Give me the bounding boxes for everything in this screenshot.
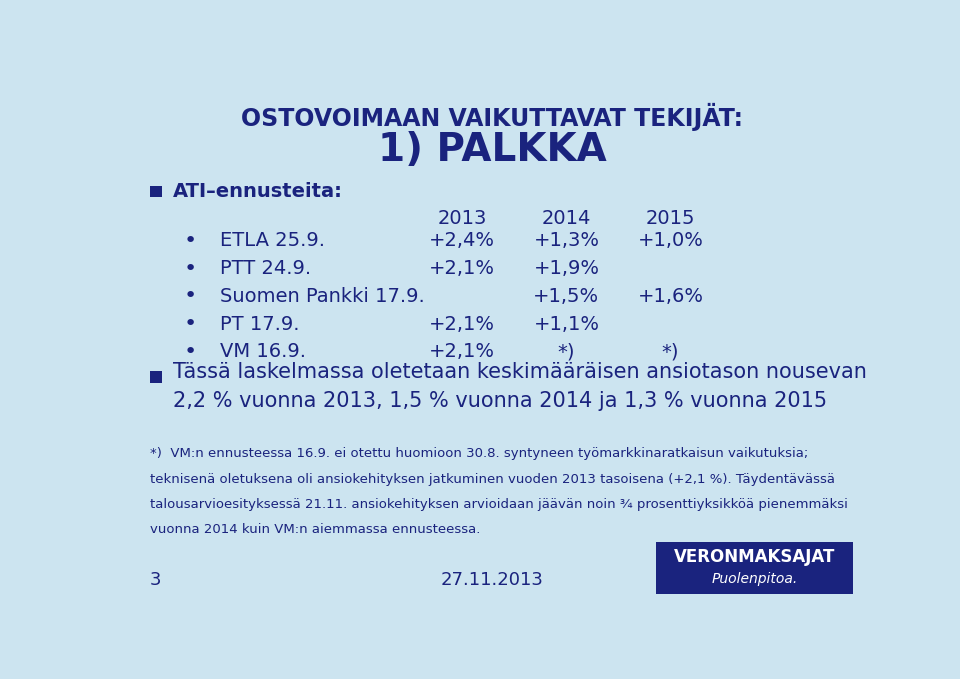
Text: •: •	[184, 259, 198, 278]
Text: •: •	[184, 287, 198, 306]
Text: *): *)	[558, 342, 575, 361]
FancyBboxPatch shape	[656, 542, 852, 594]
Text: PT 17.9.: PT 17.9.	[221, 314, 300, 333]
Text: •: •	[184, 314, 198, 334]
Text: 1) PALKKA: 1) PALKKA	[377, 131, 607, 169]
Text: OSTOVOIMAAN VAIKUTTAVAT TEKIJÄT:: OSTOVOIMAAN VAIKUTTAVAT TEKIJÄT:	[241, 103, 743, 130]
Text: •: •	[184, 231, 198, 251]
Text: +2,1%: +2,1%	[429, 342, 495, 361]
Text: +2,4%: +2,4%	[429, 232, 495, 251]
Text: +1,1%: +1,1%	[534, 314, 599, 333]
Text: 3: 3	[150, 570, 161, 589]
Text: +1,6%: +1,6%	[637, 287, 704, 306]
Text: 2014: 2014	[541, 210, 591, 229]
Text: PTT 24.9.: PTT 24.9.	[221, 259, 312, 278]
Text: teknisenä oletuksena oli ansiokehityksen jatkuminen vuoden 2013 tasoisena (+2,1 : teknisenä oletuksena oli ansiokehityksen…	[150, 473, 835, 485]
Text: *): *)	[661, 342, 680, 361]
Text: +2,1%: +2,1%	[429, 314, 495, 333]
Text: VM 16.9.: VM 16.9.	[221, 342, 306, 361]
Text: *)  VM:n ennusteessa 16.9. ei otettu huomioon 30.8. syntyneen työmarkkinaratkais: *) VM:n ennusteessa 16.9. ei otettu huom…	[150, 447, 808, 460]
Text: 2015: 2015	[646, 210, 695, 229]
Text: vuonna 2014 kuin VM:n aiemmassa ennusteessa.: vuonna 2014 kuin VM:n aiemmassa ennustee…	[150, 523, 480, 536]
Text: •: •	[184, 342, 198, 362]
FancyBboxPatch shape	[150, 185, 161, 197]
Text: +1,0%: +1,0%	[637, 232, 704, 251]
Text: +1,3%: +1,3%	[534, 232, 599, 251]
Text: +1,9%: +1,9%	[534, 259, 599, 278]
Text: +2,1%: +2,1%	[429, 259, 495, 278]
Text: Suomen Pankki 17.9.: Suomen Pankki 17.9.	[221, 287, 425, 306]
Text: ETLA 25.9.: ETLA 25.9.	[221, 232, 325, 251]
Text: VERONMAKSAJAT: VERONMAKSAJAT	[674, 548, 835, 566]
Text: talousarvioesityksessä 21.11. ansiokehityksen arvioidaan jäävän noin ¾ prosentti: talousarvioesityksessä 21.11. ansiokehit…	[150, 498, 848, 511]
Text: 2013: 2013	[438, 210, 487, 229]
Text: Puolenpitoa.: Puolenpitoa.	[711, 572, 798, 586]
Text: 27.11.2013: 27.11.2013	[441, 570, 543, 589]
Text: +1,5%: +1,5%	[534, 287, 599, 306]
Text: Tässä laskelmassa oletetaan keskimääräisen ansiotason nousevan
2,2 % vuonna 2013: Tässä laskelmassa oletetaan keskimääräis…	[173, 362, 867, 411]
Text: ATI–ennusteita:: ATI–ennusteita:	[173, 182, 343, 201]
FancyBboxPatch shape	[150, 371, 161, 383]
